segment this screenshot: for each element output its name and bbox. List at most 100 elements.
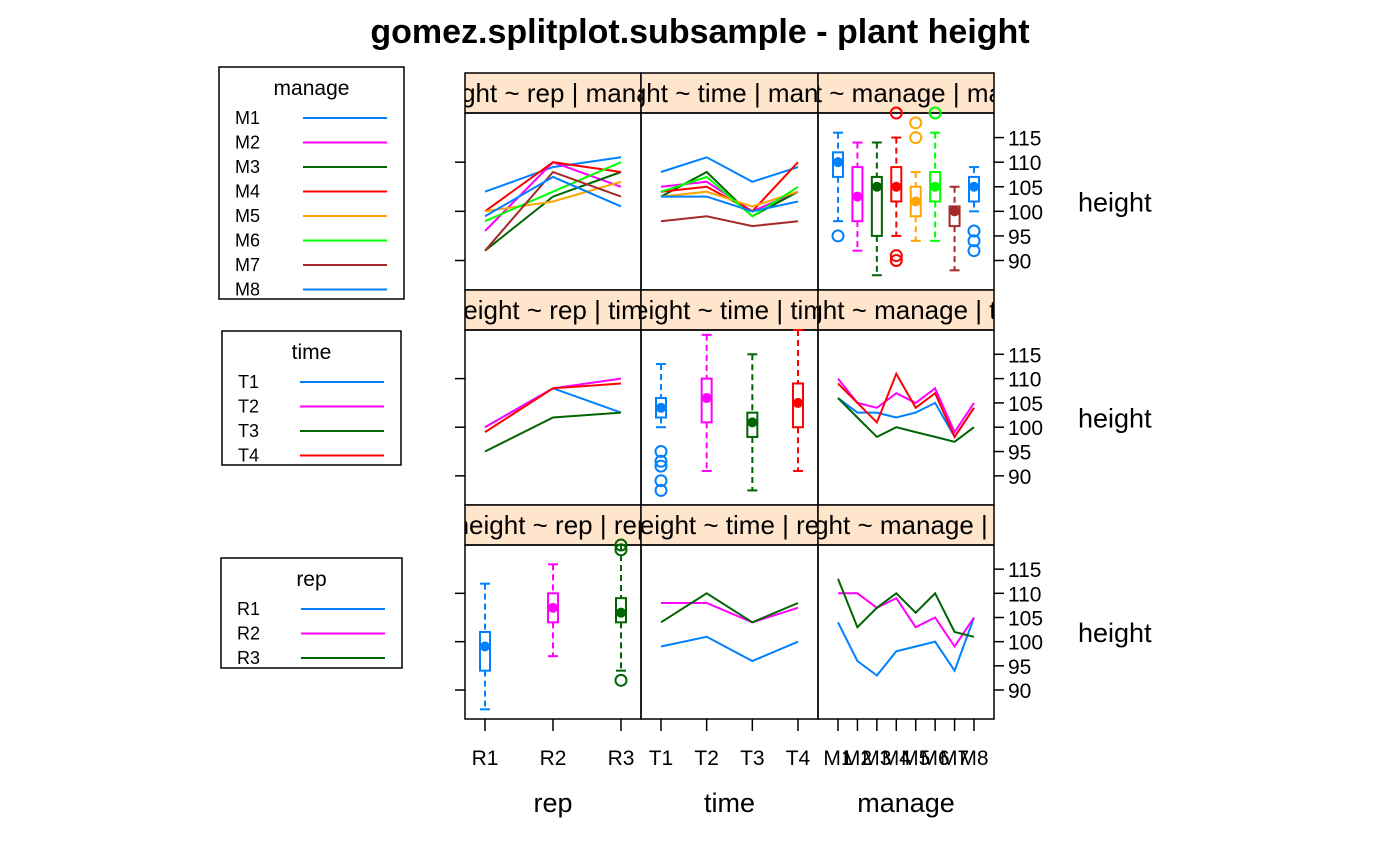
panel-frame [640,112,819,291]
box-iqr [792,382,804,429]
box-median-dot [616,607,626,618]
legend-box [221,330,402,466]
box-outlier [654,483,668,497]
x-tick-label: T4 [786,747,811,770]
box-outlier [909,131,923,145]
y-tick-label: 105 [1008,608,1043,631]
series-line-M8 [661,195,799,213]
x-tick-label: M5 [901,747,930,770]
box-M3 [870,141,883,277]
series-line-M6 [660,175,799,218]
y-tick-label: 100 [1008,417,1043,440]
box-outlier [889,106,903,120]
box-median-dot [833,157,843,168]
box-median-dot [747,417,758,428]
x-tick-label: M2 [843,747,872,770]
panel-strip [817,504,995,546]
panel-r3-c2: height ~ time | rep [640,504,819,720]
panel-frame [640,544,819,720]
y-tick-label: 95 [1008,226,1031,249]
legend-entry-label: R1 [237,599,260,619]
x-axis-label-manage: manage [857,788,955,818]
box-outlier [614,543,628,557]
legend-entry-label: R3 [237,648,260,668]
y-tick-label: 90 [1008,466,1031,489]
legend-entry-label: M8 [235,280,260,300]
box-iqr [851,166,864,223]
box-median-dot [480,641,490,652]
y-axis-label: height [1078,404,1152,434]
series-line-T4 [484,382,622,433]
box-R1 [479,582,491,711]
box-median-dot [871,181,882,192]
box-T3 [746,353,759,492]
box-median-dot [793,397,803,408]
panel-r1-c1: height ~ rep | manage [455,72,642,291]
x-tick-label: T3 [740,747,765,770]
panel-strip [464,289,642,331]
series-line-R3 [837,578,975,638]
box-outlier [654,445,668,459]
box-outlier [967,244,981,258]
y-tick-label: 90 [1008,680,1031,703]
y-tick-label: 95 [1008,442,1031,465]
series-line-M6 [484,161,622,223]
legend-manage: manage M1 M2 M3 M4 M5 M6 M7 M8 [218,66,405,300]
box-median-dot [930,181,941,192]
series-line-T3 [484,411,622,453]
x-tick-label: R1 [472,747,499,770]
legend-entry-label: T4 [238,446,259,466]
panel-frame [817,544,995,720]
series-line-M7 [484,170,622,252]
legend-title: manage [274,77,350,100]
y-tick-label: 115 [1008,128,1041,151]
box-outlier [654,474,668,488]
box-iqr [968,175,980,203]
legend-entry-label: M4 [235,182,260,202]
box-R3 [614,538,628,687]
panel-strip [640,72,819,114]
x-tick-label: M8 [959,747,988,770]
panel-strip-label: height ~ manage | manage [751,78,1061,108]
x-tick-label: M4 [882,747,911,770]
box-outlier [614,673,628,687]
box-outlier [967,234,981,248]
x-tick-label: T2 [694,747,719,770]
y-axis-label: height [1078,188,1152,218]
panel-r1-c3: height ~ manage | manage [751,72,1061,291]
box-outlier [654,459,668,473]
panel-strip-label: height ~ manage | time [774,295,1039,325]
x-tick-label: T1 [649,747,674,770]
box-outlier [654,454,668,468]
legends: manage M1 M2 M3 M4 M5 M6 M7 M8 time T1 T2 T3 T4 rep R1 R… [218,66,405,669]
box-median-dot [949,206,960,217]
box-iqr [832,151,844,178]
panel-frame [640,329,819,506]
panel-frame [464,544,642,720]
y-tick-label: 95 [1008,656,1031,679]
series-line-R3 [660,592,799,624]
box-M8 [967,166,981,258]
series-line-T2 [837,377,975,435]
y-tick-label: 90 [1008,251,1031,274]
series-line-T1 [484,387,622,429]
panel-strip [817,72,995,114]
box-outlier [831,229,845,243]
box-iqr [890,166,903,203]
box-median-dot [969,181,979,192]
y-tick-label: 100 [1008,632,1043,655]
y-tick-label: 105 [1008,393,1043,416]
y-tick-label: 105 [1008,177,1043,200]
panel-r2-c3: height ~ manage | time [774,289,1039,506]
y-axis-label: height [1078,618,1152,648]
panel-r3-c1: height ~ rep | rep [455,504,642,720]
box-M5 [909,116,923,242]
box-outlier [889,249,903,263]
x-axis-label-rep: rep [533,788,572,818]
y-tick-label: 115 [1008,559,1041,582]
box-M6 [928,106,942,242]
box-iqr [746,411,759,438]
box-median-dot [910,196,921,207]
chart-title: gomez.splitplot.subsample - plant height [370,13,1029,51]
legend-entry-label: M1 [235,108,260,128]
